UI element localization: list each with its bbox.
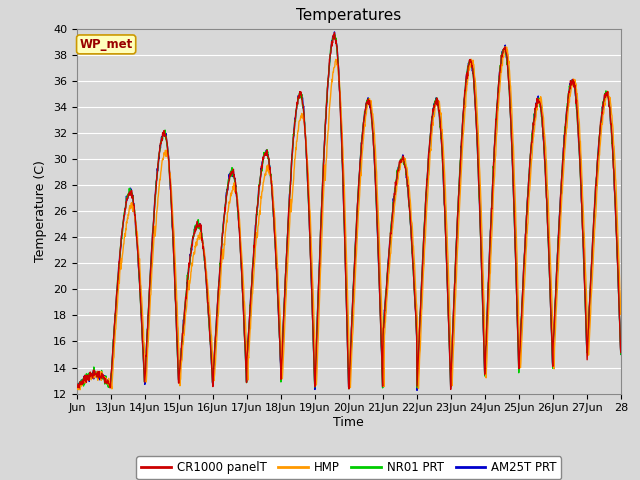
Y-axis label: Temperature (C): Temperature (C): [35, 160, 47, 262]
Legend: CR1000 panelT, HMP, NR01 PRT, AM25T PRT: CR1000 panelT, HMP, NR01 PRT, AM25T PRT: [136, 456, 561, 479]
Text: WP_met: WP_met: [79, 38, 132, 51]
Title: Temperatures: Temperatures: [296, 9, 401, 24]
X-axis label: Time: Time: [333, 416, 364, 429]
